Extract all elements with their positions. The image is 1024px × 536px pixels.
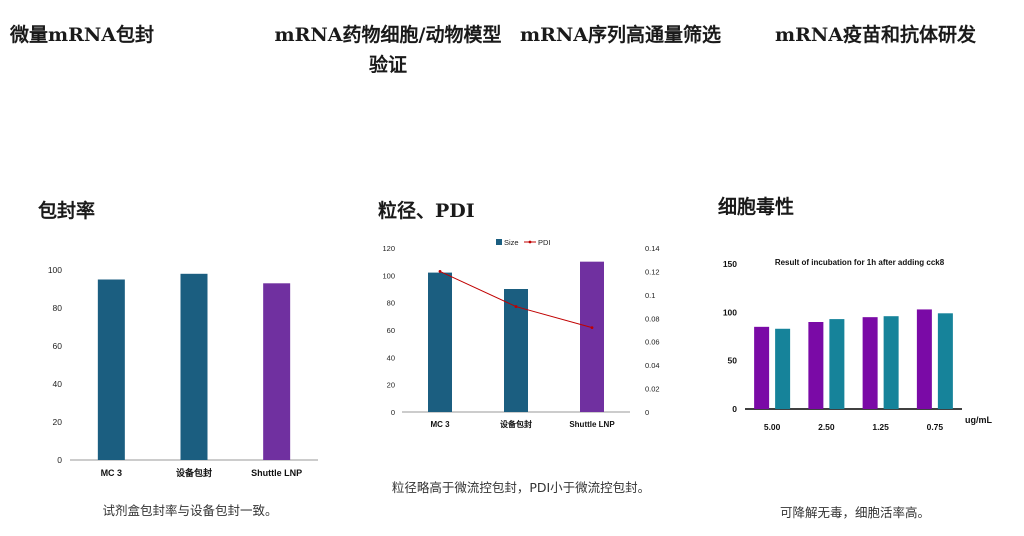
y-tick-label: 40 [53,379,63,389]
x-tick-label: 设备包封 [500,419,532,429]
bar [937,313,953,409]
y2-tick-label: 0.08 [645,314,660,323]
bar [883,316,899,409]
y-tick-label: 100 [382,271,395,280]
panel-title-size-pdi: 粒径、PDI [378,200,475,222]
y-tick-label: 20 [387,381,395,390]
pdi-point [438,270,442,273]
legend-pdi-marker [528,240,532,244]
chart-title: Result of incubation for 1h after adding… [775,258,945,267]
bar [97,279,125,460]
y-tick-label: 50 [728,356,738,366]
y-tick-label: 60 [53,341,63,351]
header-item-micro-mrna: 微量mRNA包封 [10,24,155,46]
x-tick-label: 2.50 [818,422,835,432]
y-tick-label: 60 [387,326,395,335]
y-tick-label: 80 [53,303,63,313]
y-tick-label: 120 [382,244,395,253]
panel-title-cytotoxicity: 细胞毒性 [718,196,795,218]
header-item-cell-animal-validation: mRNA药物细胞/动物模型验证 [274,24,502,76]
bar [754,326,770,409]
pdi-point [590,326,594,330]
bar [775,328,791,409]
y2-tick-label: 0.14 [645,244,660,253]
legend-size-swatch [496,239,502,245]
caption-encapsulation: 试剂盒包封率与设备包封一致。 [102,503,278,518]
y2-tick-label: 0.1 [645,291,655,300]
legend-size-label: Size [504,238,519,247]
bar [428,272,452,412]
x-tick-label: MC 3 [430,420,450,429]
bar [862,317,878,409]
x-tick-label: MC 3 [101,468,123,478]
y-tick-label: 0 [57,455,62,465]
y-tick-label: 80 [387,299,395,308]
legend-pdi-label: PDI [538,238,551,247]
bar [180,273,208,460]
header-item-vaccine-antibody: mRNA疫苗和抗体研发 [775,24,977,46]
y2-tick-label: 0.06 [645,338,660,347]
bar [263,283,291,460]
y-tick-label: 100 [723,307,737,317]
y2-tick-label: 0 [645,408,649,417]
x-tick-label: Shuttle LNP [569,420,615,429]
pdi-point [514,305,518,308]
x-tick-label: Shuttle LNP [251,468,302,478]
y-tick-label: 0 [732,404,737,414]
y-tick-label: 100 [48,265,62,275]
caption-size-pdi: 粒径略高于微流控包封，PDI小于微流控包封。 [391,480,651,495]
x-tick-label: 5.00 [764,422,781,432]
y2-tick-label: 0.02 [645,385,660,394]
x-axis-label: ug/mL [965,415,992,425]
bar [580,261,604,412]
y-tick-label: 40 [387,353,395,362]
bar [808,322,824,409]
caption-cytotoxicity: 可降解无毒，细胞活率高。 [779,505,930,520]
bar [829,319,845,409]
bar [504,289,528,412]
panel-title-encapsulation: 包封率 [38,200,96,222]
y2-tick-label: 0.12 [645,267,660,276]
y-tick-label: 0 [391,408,395,417]
y-tick-label: 20 [53,417,63,427]
x-tick-label: 设备包封 [176,467,212,478]
x-tick-label: 1.25 [872,422,889,432]
header-item-sequence-screening: mRNA序列高通量筛选 [520,24,722,46]
x-tick-label: 0.75 [927,422,944,432]
bar [916,309,932,409]
y2-tick-label: 0.04 [645,361,660,370]
y-tick-label: 150 [723,259,737,269]
